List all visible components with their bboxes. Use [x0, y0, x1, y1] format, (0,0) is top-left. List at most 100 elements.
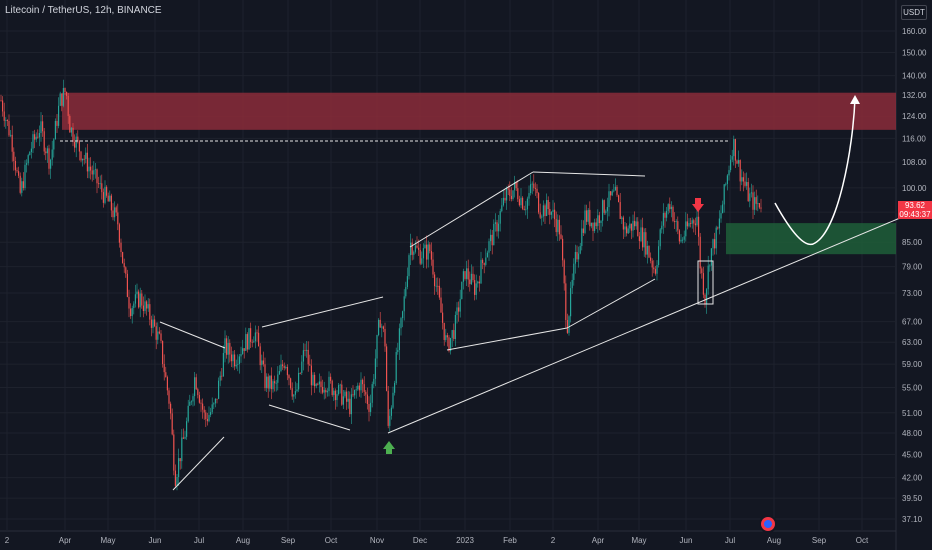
candle-body [218, 380, 220, 399]
candle-body [419, 249, 421, 264]
candle-body [21, 181, 23, 193]
candle-body [714, 239, 716, 249]
candle-body [678, 230, 680, 242]
candle-body [710, 248, 712, 266]
candle-body [563, 260, 565, 284]
candle-body [501, 205, 503, 212]
time-tick-label: Dec [413, 536, 427, 545]
candle-body [403, 296, 405, 312]
candle-body [651, 260, 653, 268]
candle-body [597, 215, 599, 227]
candle-body [270, 375, 272, 390]
candle-body [266, 376, 268, 389]
candle-body [395, 352, 397, 384]
time-tick-label: Apr [592, 536, 605, 545]
candle-body [379, 319, 381, 328]
candle-body [168, 390, 170, 404]
candle-body [0, 100, 2, 102]
candle-body [693, 220, 695, 224]
candle-body [624, 226, 626, 230]
candle-body [96, 169, 98, 184]
candle-body [347, 398, 349, 402]
price-tick-label: 100.00 [902, 184, 927, 193]
candle-body [242, 348, 244, 354]
candle-body [261, 360, 263, 366]
candle-body [541, 216, 543, 218]
candle-body [667, 204, 669, 211]
candle-body [186, 421, 188, 437]
candle-body [522, 197, 524, 209]
candle-body [445, 335, 447, 340]
candle-body [747, 182, 749, 202]
candle-body [430, 251, 432, 260]
candle-body [222, 352, 224, 377]
candle-body [525, 209, 527, 211]
candle-body [346, 391, 348, 402]
candle-body [254, 332, 256, 342]
candle-body [349, 398, 351, 415]
candle-body [752, 192, 754, 210]
price-tick-label: 132.00 [902, 91, 927, 100]
major-trendline [387, 217, 901, 434]
candle-body [590, 222, 592, 227]
candle-body [158, 331, 160, 334]
candle-body [50, 159, 52, 169]
time-tick-label: 2 [551, 536, 556, 545]
candle-body [251, 341, 253, 343]
candle-body [459, 299, 461, 312]
candle-body [715, 227, 717, 249]
wedge-lower-line [172, 436, 225, 491]
candle-body [674, 221, 676, 222]
candle-body [680, 239, 682, 242]
candle-body [461, 281, 463, 300]
wedge-upper-line [159, 321, 226, 349]
candle-body [237, 364, 239, 365]
candle-body [456, 307, 458, 315]
price-tick-label: 108.00 [902, 158, 927, 167]
candle-body [181, 437, 183, 462]
candle-body [701, 268, 703, 274]
candle-body [506, 188, 508, 201]
price-tick-label: 37.10 [902, 515, 923, 524]
candle-body [192, 396, 194, 402]
time-tick-label: May [631, 536, 646, 545]
candle-body [429, 244, 431, 252]
candle-body [685, 221, 687, 237]
candle-body [746, 182, 748, 186]
candle-body [669, 204, 671, 210]
candle-body [317, 383, 319, 385]
price-tick-label: 51.00 [902, 409, 923, 418]
candle-body [117, 212, 119, 225]
candle-body [37, 136, 39, 138]
candle-body [78, 140, 80, 152]
candle-body [304, 350, 306, 351]
candle-body [86, 152, 88, 172]
candle-body [26, 163, 28, 165]
candle-body [62, 88, 64, 106]
candle-body [296, 389, 298, 392]
candle-body [155, 326, 157, 340]
candle-body [427, 244, 429, 260]
candle-body [194, 377, 196, 397]
candle-body [75, 136, 77, 148]
candle-body [587, 209, 589, 222]
time-tick-label: May [100, 536, 115, 545]
candle-body [224, 338, 226, 353]
candle-body [344, 391, 346, 397]
candle-body [138, 291, 140, 308]
candle-body [392, 392, 394, 408]
candle-body [226, 338, 228, 355]
candle-body [234, 354, 236, 367]
candle-body [267, 376, 269, 389]
candle-body [606, 207, 608, 212]
candle-body [699, 236, 701, 269]
candle-body [602, 200, 604, 221]
events-icon[interactable] [759, 515, 777, 533]
candle-body [70, 127, 72, 133]
candle-body [656, 265, 658, 274]
candle-body [534, 187, 536, 189]
candle-body [670, 206, 672, 210]
currency-button[interactable]: USDT [901, 5, 927, 20]
candle-body [702, 273, 704, 295]
